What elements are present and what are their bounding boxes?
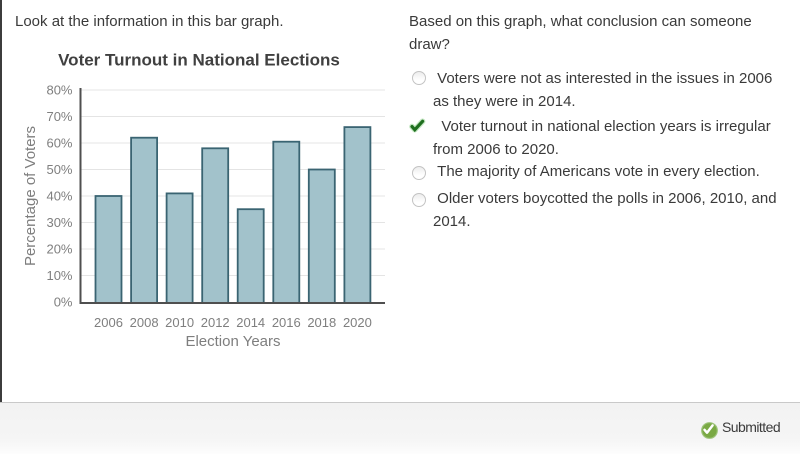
- svg-text:2014: 2014: [236, 315, 265, 330]
- svg-text:2012: 2012: [201, 315, 230, 330]
- svg-text:70%: 70%: [46, 109, 72, 124]
- svg-text:Voter Turnout in National Elec: Voter Turnout in National Elections: [58, 51, 340, 70]
- svg-text:Percentage of Voters: Percentage of Voters: [22, 126, 39, 266]
- svg-text:2010: 2010: [165, 315, 194, 330]
- svg-text:2018: 2018: [307, 315, 336, 330]
- svg-text:0%: 0%: [54, 295, 73, 310]
- svg-text:2020: 2020: [343, 315, 372, 330]
- svg-text:2006: 2006: [94, 315, 123, 330]
- svg-text:20%: 20%: [46, 242, 72, 257]
- svg-text:40%: 40%: [46, 189, 72, 204]
- svg-text:10%: 10%: [46, 268, 72, 283]
- svg-text:Election Years: Election Years: [185, 333, 280, 350]
- svg-text:2008: 2008: [130, 315, 159, 330]
- svg-text:80%: 80%: [46, 83, 72, 98]
- svg-text:50%: 50%: [46, 162, 72, 177]
- svg-text:30%: 30%: [46, 215, 72, 230]
- svg-text:60%: 60%: [46, 136, 72, 151]
- svg-text:2016: 2016: [272, 315, 301, 330]
